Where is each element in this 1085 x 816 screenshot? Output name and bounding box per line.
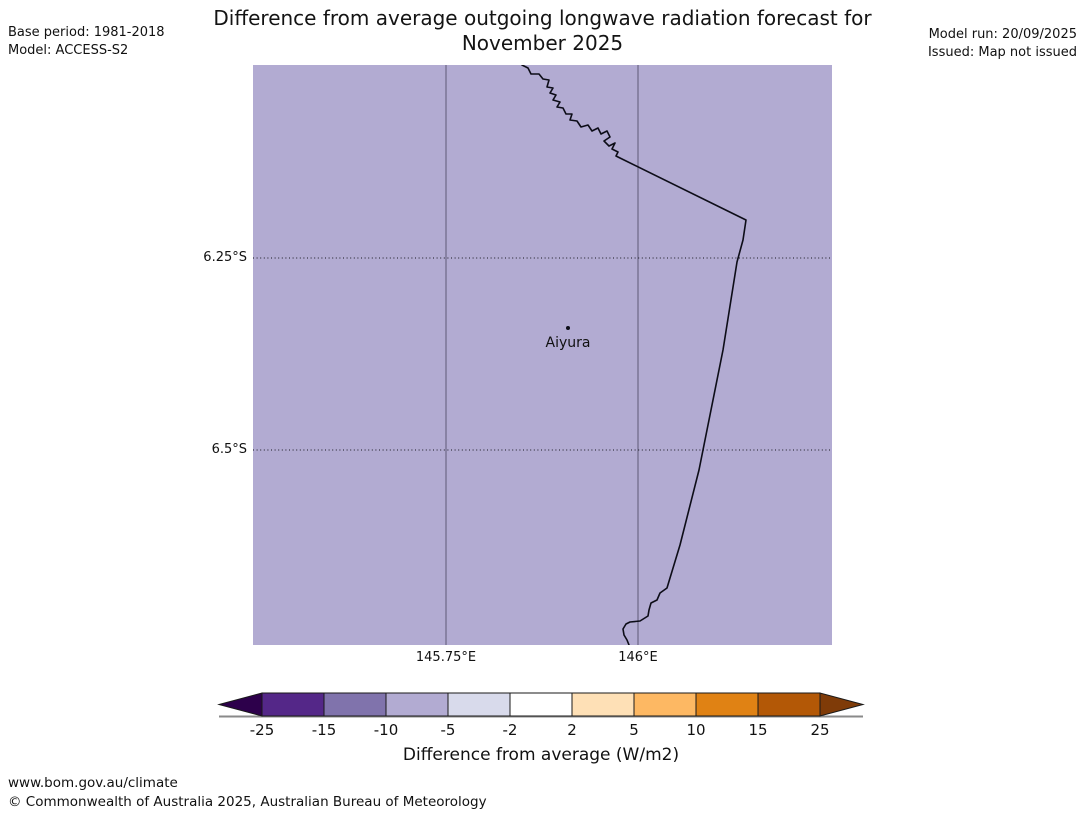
colorbar-tick-label: -10: [373, 721, 399, 739]
colorbar-title: Difference from average (W/m2): [402, 745, 680, 765]
model-run-text: Model run: 20/09/2025: [928, 27, 1077, 42]
station-label: Aiyura: [545, 335, 591, 351]
lat-label-6-25s: 6.25°S: [203, 250, 247, 265]
colorbar-segment: [695, 692, 759, 717]
issued-text: Issued: Map not issued: [927, 45, 1077, 60]
page-title-line1: Difference from average outgoing longwav…: [213, 6, 872, 30]
model-run-block: Model run: 20/09/2025 Issued: Map not is…: [928, 26, 1077, 62]
lat-label-6-5s: 6.5°S: [211, 442, 247, 457]
lon-label-145-75e: 145.75°E: [415, 650, 477, 665]
colorbar-tick-label: 10: [686, 721, 706, 739]
colorbar-tick-label: 5: [629, 721, 639, 739]
base-period-text: Base period: 1981-2018: [8, 25, 165, 40]
colorbar-segments: [261, 692, 821, 717]
colorbar-segment: [447, 692, 511, 717]
map-fill: [253, 65, 832, 645]
station-dot: [566, 326, 570, 330]
model-text: Model: ACCESS-S2: [8, 43, 129, 58]
footer-copyright: © Commonwealth of Australia 2025, Austra…: [8, 794, 487, 810]
lon-label-146e: 146°E: [618, 650, 658, 665]
footer-url[interactable]: www.bom.gov.au/climate: [8, 775, 178, 791]
map-panel[interactable]: [253, 64, 832, 646]
colorbar-tick-label: 15: [748, 721, 768, 739]
colorbar-tick-label: -5: [440, 721, 456, 739]
colorbar-tick-label: 2: [567, 721, 577, 739]
colorbar-segment: [757, 692, 821, 717]
colorbar-left-arrow: [217, 692, 263, 717]
colorbar-segment: [633, 692, 697, 717]
colorbar-right-arrow: [819, 692, 865, 717]
colorbar-ticks-row: -25 -15 -10 -5 -2 2 5 10 15 25: [0, 721, 1085, 741]
colorbar-segment: [323, 692, 387, 717]
colorbar-segment: [509, 692, 573, 717]
base-period-model-block: Base period: 1981-2018 Model: ACCESS-S2: [8, 24, 165, 60]
colorbar-tick-label: -25: [249, 721, 275, 739]
colorbar-svg: [217, 692, 865, 718]
coastline-path: [521, 64, 747, 646]
colorbar-tick-label: -15: [311, 721, 337, 739]
colorbar-tick-label: -2: [502, 721, 518, 739]
page-title-line2: November 2025: [461, 31, 624, 55]
colorbar-segment: [385, 692, 449, 717]
colorbar-tick-label: 25: [810, 721, 830, 739]
colorbar: [213, 691, 869, 721]
colorbar-segment: [571, 692, 635, 717]
colorbar-segment: [261, 692, 325, 717]
map-svg: [253, 64, 832, 646]
